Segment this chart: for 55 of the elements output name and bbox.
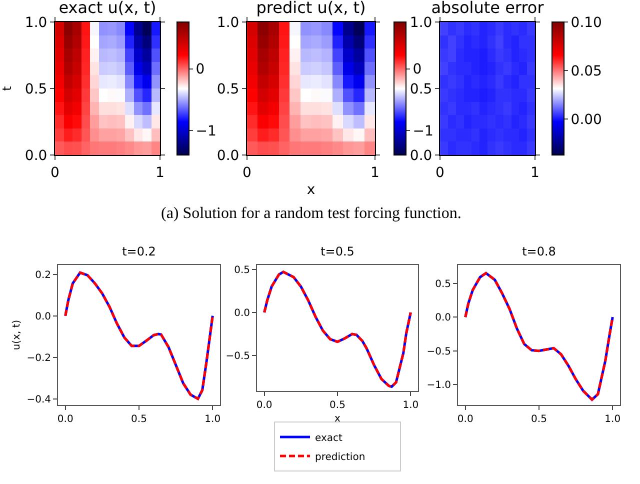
y-tick-label: 0.2: [35, 270, 51, 281]
y-tick-label: 0.5: [24, 81, 48, 98]
y-tick-label: 0.0: [234, 308, 250, 319]
x-tick-label: 0.0: [457, 414, 474, 425]
y-tick-label: 0.0: [435, 312, 451, 324]
x-tick-label: 1.0: [402, 400, 419, 411]
color-bar-label: −1: [412, 123, 434, 140]
chart-title: t=0.2: [122, 244, 156, 258]
y-tick-label: 0.0: [216, 148, 240, 164]
x-tick-label: 0.0: [256, 400, 272, 411]
chart-title: t=0.8: [522, 244, 556, 258]
color-bar-label: 0.05: [570, 63, 602, 80]
color-bar-label: 0.10: [570, 14, 602, 31]
legend-label: prediction: [315, 452, 366, 463]
y-tick-label: 0.5: [435, 278, 451, 290]
x-tick-label: 1.0: [204, 414, 221, 425]
text: (a) Solution for a random test forcing function.: [161, 205, 462, 222]
y-tick-label: −0.4: [26, 394, 51, 406]
x-tick-label: 1.0: [604, 414, 621, 425]
y-tick-label: 0.5: [216, 81, 240, 98]
y-tick-label: −0.2: [26, 352, 51, 364]
y-tick-label: −0.5: [426, 346, 451, 358]
chart-title: absolute error: [431, 0, 544, 18]
y-tick-label: 1.0: [410, 14, 432, 31]
y-axis-title: t: [0, 86, 14, 91]
x-tick-label: 0: [436, 164, 444, 181]
color-bar-label: 0.00: [570, 112, 602, 128]
color-bar-label: −1: [196, 123, 216, 140]
y-tick-label: −1.0: [426, 380, 451, 392]
x-tick-label: 0.0: [57, 414, 74, 425]
chart-title: exact u(x, t): [58, 0, 156, 18]
y-tick-label: −0.5: [226, 351, 250, 362]
x-axis-title: x: [334, 414, 341, 424]
y-tick-label: 0.5: [234, 264, 250, 276]
y-tick-label: 0.5: [410, 81, 432, 98]
legend-label: exact: [315, 432, 343, 444]
chart-title: predict u(x, t): [256, 0, 366, 18]
x-axis-title: x: [306, 182, 316, 198]
y-tick-label: 0.0: [24, 148, 48, 164]
y-tick-label: 1.0: [24, 14, 48, 31]
chart-title: t=0.5: [320, 244, 354, 258]
color-bar-label: 0: [196, 62, 205, 78]
x-tick-label: 1: [530, 164, 540, 181]
x-tick-label: 0.5: [531, 414, 547, 425]
x-tick-label: 1: [156, 164, 164, 181]
y-tick-label: 1.0: [216, 14, 240, 31]
color-bar-label: 0: [412, 62, 422, 78]
y-axis-title: u(x, t): [12, 320, 23, 350]
y-tick-label: 0.0: [35, 311, 51, 322]
y-tick-label: 0.0: [410, 148, 432, 164]
x-tick-label: 0: [50, 164, 60, 181]
x-tick-label: 1: [370, 164, 380, 181]
x-tick-label: 0: [242, 164, 252, 181]
x-tick-label: 0.5: [330, 400, 346, 411]
x-tick-label: 0.5: [131, 414, 147, 425]
